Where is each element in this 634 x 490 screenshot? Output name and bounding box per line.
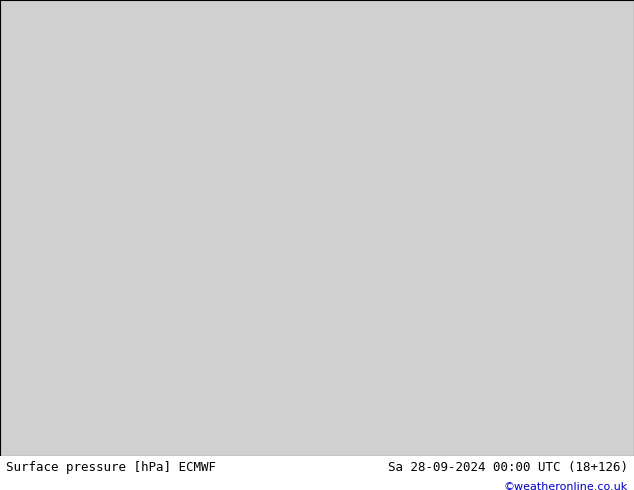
Text: Sa 28-09-2024 00:00 UTC (18+126): Sa 28-09-2024 00:00 UTC (18+126) xyxy=(387,461,628,474)
Text: Surface pressure [hPa] ECMWF: Surface pressure [hPa] ECMWF xyxy=(6,461,216,474)
Text: ©weatheronline.co.uk: ©weatheronline.co.uk xyxy=(503,482,628,490)
